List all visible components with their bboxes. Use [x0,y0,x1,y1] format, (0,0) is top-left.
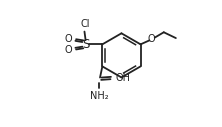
Text: Cl: Cl [80,19,90,29]
Text: O: O [64,45,72,55]
Text: OH: OH [115,73,130,83]
Text: O: O [64,34,72,44]
Text: S: S [82,38,89,51]
Text: NH₂: NH₂ [89,91,108,101]
Text: O: O [148,34,156,44]
